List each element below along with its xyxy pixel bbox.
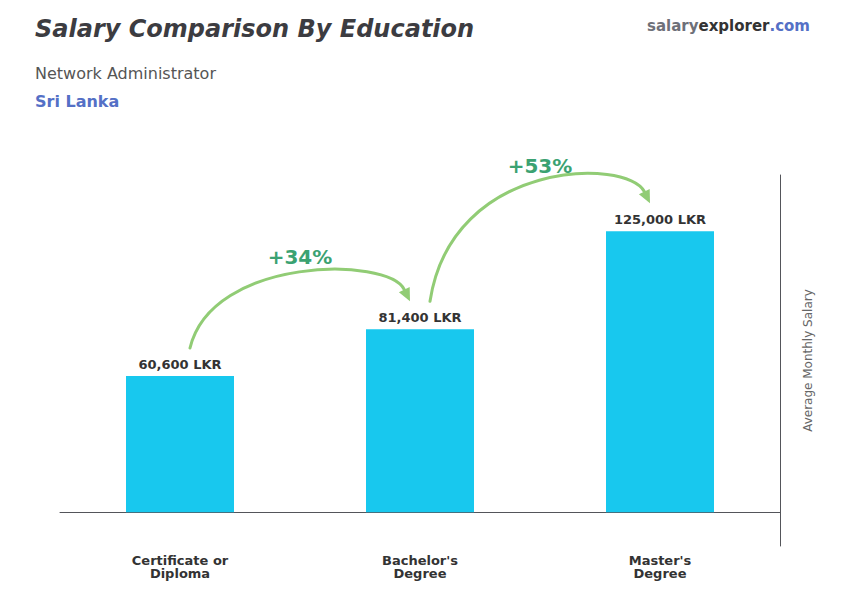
svg-text:Sri Lanka: Sri Lanka xyxy=(35,92,119,111)
svg-text:Certificate or: Certificate or xyxy=(131,553,229,568)
svg-text:125,000 LKR: 125,000 LKR xyxy=(614,212,706,227)
svg-text:Degree: Degree xyxy=(394,566,447,581)
svg-text:60,600 LKR: 60,600 LKR xyxy=(138,357,221,372)
svg-text:Master's: Master's xyxy=(628,553,692,568)
svg-text:+34%: +34% xyxy=(268,245,333,269)
svg-text:.com: .com xyxy=(769,17,810,35)
svg-text:Salary Comparison By Education: Salary Comparison By Education xyxy=(35,15,474,43)
svg-text:salary: salary xyxy=(647,17,699,35)
svg-text:explorer: explorer xyxy=(698,17,770,35)
svg-text:+53%: +53% xyxy=(508,154,573,178)
svg-text:Network Administrator: Network Administrator xyxy=(35,64,216,83)
svg-text:Diploma: Diploma xyxy=(150,566,210,581)
svg-text:Average Monthly Salary: Average Monthly Salary xyxy=(801,289,815,432)
svg-text:Degree: Degree xyxy=(634,566,687,581)
svg-text:Bachelor's: Bachelor's xyxy=(382,553,458,568)
svg-text:81,400 LKR: 81,400 LKR xyxy=(378,310,461,325)
